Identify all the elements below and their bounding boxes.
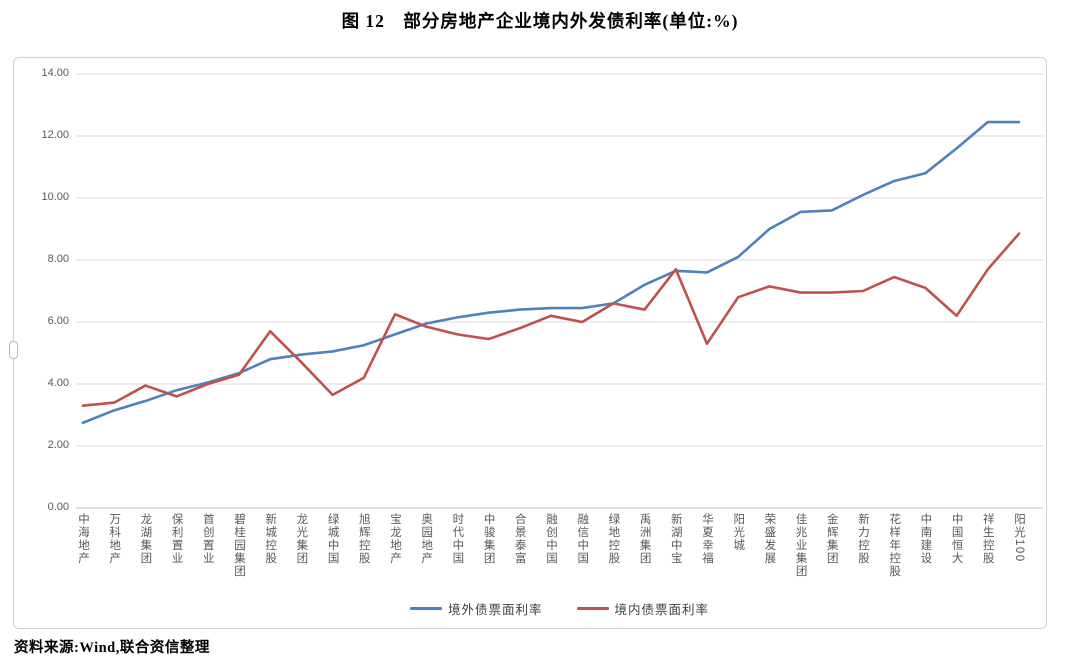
chart-frame: 0.00 2.00 4.00 6.00 8.00 10.00 12.00 14.00 中海地产…	[9, 57, 1047, 629]
figure-caption: 图 12 部分房地产企业境内外发债利率(单位:%)	[341, 11, 739, 31]
legend-line-swatch	[576, 606, 609, 610]
x-category-label: 融创中国	[545, 513, 557, 565]
source-note: 资料来源:Wind,联合资信整理	[14, 640, 210, 656]
y-tick-label: 2.00	[47, 439, 69, 451]
x-category-label: 金辉集团	[825, 513, 838, 565]
x-category-label: 华夏幸福	[701, 513, 713, 565]
x-category-label: 新城控股	[264, 513, 277, 565]
series-line-境内债票面利率	[81, 232, 1021, 408]
x-category-label: 绿地控股	[607, 513, 620, 565]
x-category-label: 新力控股	[857, 513, 869, 565]
y-tick-label: 10.00	[41, 191, 69, 203]
x-category-label: 奥园地产	[420, 513, 433, 565]
x-category-label: 佳兆业集团	[794, 513, 807, 578]
x-category-label: 荣盛发展	[763, 513, 776, 565]
x-category-label: 新湖中宝	[669, 513, 682, 565]
x-category-label: 中国恒大	[950, 513, 963, 565]
x-category-label: 绿城中国	[326, 513, 339, 565]
x-category-label: 碧桂园集团	[233, 513, 245, 578]
chart-resize-handle	[9, 341, 18, 359]
line-chart-plot-area	[76, 73, 1043, 509]
x-category-label: 保利置业	[170, 513, 183, 565]
legend-label: 境内债票面利率	[614, 602, 710, 617]
x-category-label: 阳光100	[1013, 513, 1025, 563]
y-tick-label: 0.00	[47, 501, 69, 513]
x-category-label: 禹洲集团	[638, 513, 651, 565]
x-category-label: 首创置业	[201, 513, 214, 565]
x-category-label: 龙光集团	[295, 513, 308, 565]
x-category-label: 龙湖集团	[139, 513, 152, 565]
legend-line-swatch	[409, 606, 442, 610]
x-category-label: 中骏集团	[482, 513, 495, 565]
legend-item-境外债票面利率: 境外债票面利率	[409, 599, 543, 618]
y-tick-label: 6.00	[47, 315, 69, 327]
legend-item-境内债票面利率: 境内债票面利率	[576, 599, 710, 618]
x-category-label: 旭辉控股	[357, 513, 370, 565]
y-tick-label: 12.00	[41, 129, 69, 141]
x-category-label: 时代中国	[451, 513, 464, 565]
series-line-境外债票面利率	[81, 120, 1021, 425]
x-category-label: 万科地产	[108, 513, 121, 565]
x-category-label: 中海地产	[77, 513, 89, 565]
x-category-label: 合景泰富	[513, 513, 526, 565]
x-category-label: 祥生控股	[981, 513, 994, 565]
y-tick-label: 4.00	[47, 377, 69, 389]
x-category-label: 宝龙地产	[389, 513, 401, 565]
y-tick-label: 14.00	[41, 67, 69, 79]
x-category-label: 中南建设	[919, 513, 932, 565]
x-category-label: 阳光城	[732, 513, 745, 552]
x-category-label: 融信中国	[576, 513, 589, 565]
chart-legend: 境外债票面利率 境内债票面利率	[76, 596, 1043, 620]
x-category-label: 花样年控股	[888, 513, 901, 578]
y-tick-label: 8.00	[47, 253, 69, 265]
legend-label: 境外债票面利率	[447, 602, 543, 617]
